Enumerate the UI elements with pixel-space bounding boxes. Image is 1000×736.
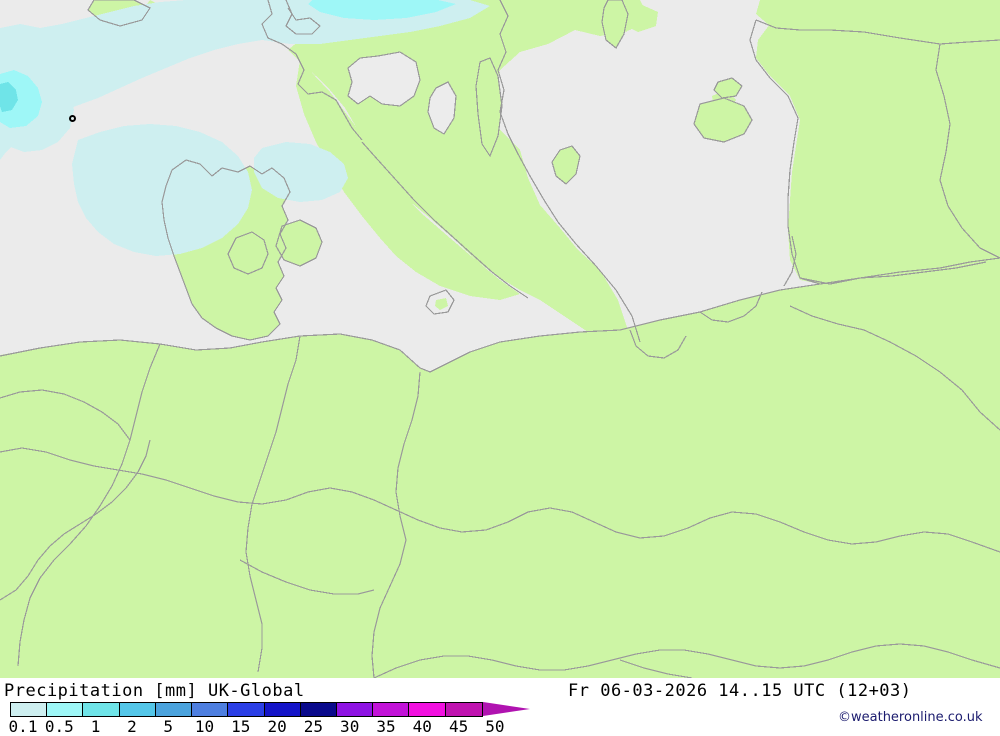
- lake-vattern: [428, 82, 456, 134]
- colorbar-tick-1: 1: [90, 717, 101, 736]
- land-estonia: [756, 0, 1000, 44]
- colorbar-swatches: [10, 702, 483, 717]
- colorbar-tick-2: 2: [127, 717, 137, 736]
- coast-hiiumaa: [713, 77, 743, 99]
- colorbar-swatch-40: [409, 703, 446, 716]
- colorbar-tick-0.5: 0.5: [44, 717, 74, 736]
- colorbar-tick-50: 50: [485, 717, 505, 736]
- border-netherlands: [0, 389, 131, 441]
- land-denmark-islands: [228, 232, 268, 274]
- colorbar-tick-0.1: 0.1: [8, 717, 38, 736]
- colorbar-tick-35: 35: [376, 717, 396, 736]
- coast-estonia-west: [749, 19, 821, 285]
- coast-sweden-east: [497, 0, 641, 343]
- border-latvia-lithuania: [799, 261, 987, 285]
- border-germany-internal-a: [245, 335, 301, 673]
- valid-time-label: Fr 06-03-2026 14..15 UTC (12+03): [568, 681, 912, 701]
- colorbar-tick-5: 5: [163, 717, 174, 736]
- colorbar-tick-15: 15: [231, 717, 251, 736]
- land-scandinavia: [140, 0, 648, 352]
- coast-saaremaa: [693, 97, 753, 143]
- colorbar-tick-20: 20: [267, 717, 287, 736]
- border-germany-internal-c: [0, 447, 1000, 553]
- coast-curonian-spit: [783, 235, 797, 287]
- border-czech: [239, 559, 375, 595]
- coast-vistula-lagoon: [699, 291, 763, 323]
- border-estonia-latvia: [935, 43, 1000, 259]
- coast-estonia: [755, 19, 1000, 45]
- borders-layer: [0, 0, 1000, 678]
- colorbar-tick-30: 30: [340, 717, 360, 736]
- copyright-label: ©weatheronline.co.uk: [838, 710, 983, 725]
- coast-norway-fjords: [261, 0, 363, 141]
- precip-area-01-north: [0, 0, 490, 160]
- coast-bornholm: [551, 145, 581, 185]
- colorbar-tick-40: 40: [412, 717, 432, 736]
- land-oland: [476, 58, 502, 156]
- precip-area-1-west-core: [0, 82, 18, 112]
- colorbar: 0.1 0.5 1 2 5 10 15 20 25 30 35 40 45 50: [8, 702, 530, 736]
- coast-norway-west: [285, 0, 321, 35]
- land-small-island-b: [712, 90, 736, 112]
- coast-denmark-jutland: [161, 159, 291, 341]
- land-zealand: [276, 220, 322, 266]
- border-lithuania-poland: [789, 305, 1000, 431]
- colorbar-swatch-35: [373, 703, 410, 716]
- colorbar-swatch-25: [300, 703, 337, 716]
- coast-denmark-fyn: [227, 231, 269, 275]
- outline-lake-small-de: [425, 289, 455, 315]
- border-poland-internal: [373, 643, 1000, 678]
- colorbar-tick-45: 45: [448, 717, 469, 736]
- land-saaremaa: [694, 98, 752, 142]
- border-baltic-bay-detail: [629, 329, 687, 359]
- border-slovakia: [619, 659, 693, 678]
- precip-area-01-centre: [72, 124, 252, 256]
- colorbar-swatch-15: [228, 703, 265, 716]
- legend-footer: Precipitation [mm] UK-Global Fr 06-03-20…: [0, 678, 1000, 736]
- colorbar-swatch-0.5: [47, 703, 84, 716]
- land-bornholm: [552, 146, 580, 184]
- colorbar-swatch-0.1: [11, 703, 48, 716]
- colorbar-swatch-1: [83, 703, 120, 716]
- colorbar-swatch-2: [119, 703, 156, 716]
- map-svg: [0, 0, 1000, 678]
- outline-lake-vanern: [347, 51, 421, 107]
- border-germany-poland: [371, 371, 421, 678]
- colorbar-tick-10: 10: [194, 717, 215, 736]
- colorbar-swatch-20: [264, 703, 301, 716]
- lake-small-de-green: [435, 298, 448, 310]
- land-small-island-a: [616, 16, 634, 32]
- lake-vanern: [348, 52, 420, 106]
- colorbar-tick-labels: 0.1 0.5 1 2 5 10 15 20 25 30 35 40 45 50: [8, 717, 520, 736]
- colorbar-swatch-5: [155, 703, 193, 716]
- colorbar-swatch-10: [192, 703, 229, 716]
- colorbar-swatch-30: [336, 703, 374, 716]
- colorbar-tick-25: 25: [303, 717, 324, 736]
- border-germany-west: [0, 439, 151, 601]
- coast-scotland-sliver: [87, 0, 151, 27]
- colorbar-swatch-45: [445, 703, 482, 716]
- legend-title: Precipitation [mm] UK-Global: [4, 681, 305, 701]
- coast-denmark-zealand: [275, 219, 323, 267]
- coast-gotland: [601, 0, 629, 49]
- land-gotland: [602, 0, 628, 48]
- land-baltic-states: [756, 0, 1000, 284]
- outline-lake-vattern: [427, 81, 457, 135]
- precip-area-05-top: [308, 0, 456, 20]
- colorbar-overflow-arrow: [482, 702, 530, 716]
- precipitation-layer: [0, 0, 490, 256]
- coast-sweden-south: [361, 141, 529, 299]
- coast-oland: [475, 57, 503, 158]
- weather-map-canvas[interactable]: [0, 0, 1000, 678]
- station-marker: [69, 115, 76, 122]
- precip-area-01-patch-right: [254, 142, 348, 202]
